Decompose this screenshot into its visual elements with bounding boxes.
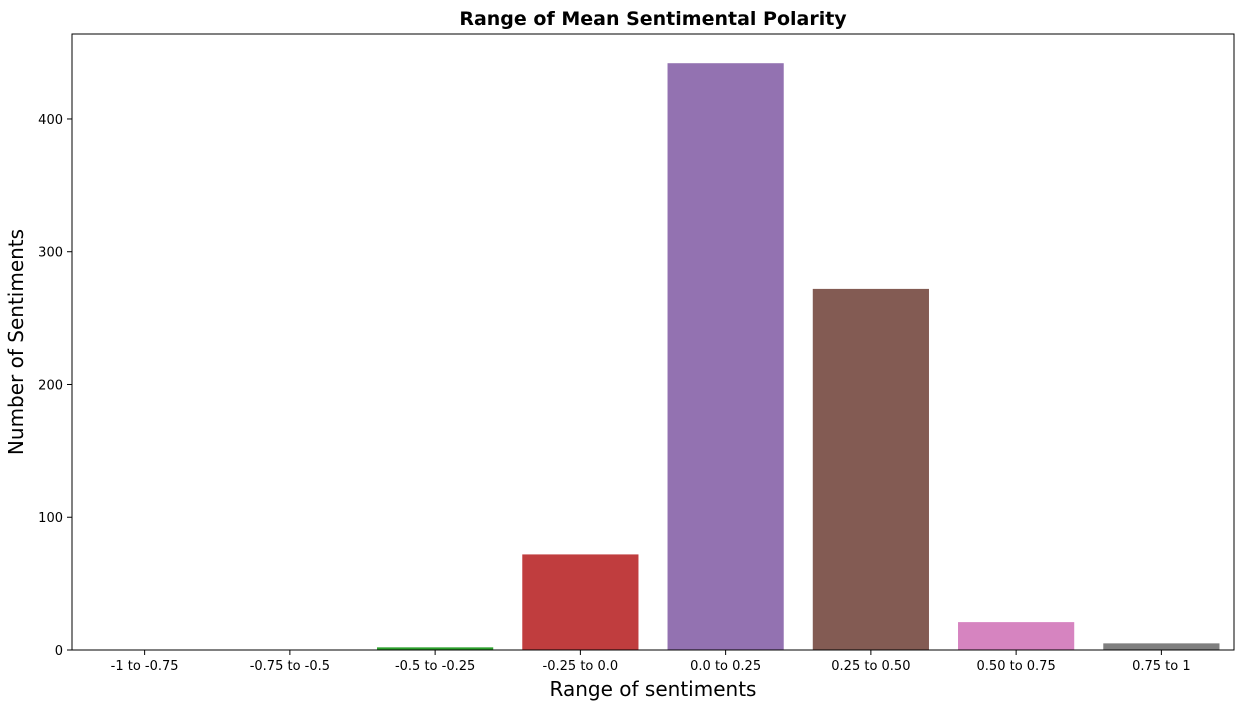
x-tick-label-2: -0.5 to -0.25 (395, 659, 475, 674)
y-tick-label-1: 100 (38, 511, 63, 526)
plot-frame (71, 33, 1235, 651)
y-tick-label-0: 0 (55, 644, 63, 659)
bar-7 (1103, 643, 1220, 650)
bar-6 (958, 622, 1075, 650)
bar-3 (522, 554, 639, 650)
y-tick-label-2: 200 (38, 378, 63, 393)
x-tick-label-3: -0.25 to 0.0 (543, 659, 619, 674)
y-axis: 0 100 200 300 400 (38, 113, 72, 659)
chart-title: Range of Mean Sentimental Polarity (459, 8, 847, 30)
x-tick-label-7: 0.75 to 1 (1132, 659, 1191, 674)
y-axis-label: Number of Sentiments (4, 229, 28, 455)
x-axis-label: Range of sentiments (550, 677, 757, 701)
x-axis: -1 to -0.75 -0.75 to -0.5 -0.5 to -0.25 -0.… (111, 650, 1191, 674)
bar-4 (667, 63, 784, 650)
x-tick-label-6: 0.50 to 0.75 (977, 659, 1056, 674)
y-tick-label-4: 400 (38, 113, 63, 128)
x-tick-label-4: 0.0 to 0.25 (690, 659, 761, 674)
bar-5 (812, 288, 929, 650)
x-tick-label-5: 0.25 to 0.50 (831, 659, 910, 674)
bars (377, 63, 1220, 650)
x-tick-label-0: -1 to -0.75 (111, 659, 179, 674)
y-tick-label-3: 300 (38, 246, 63, 261)
x-tick-label-1: -0.75 to -0.5 (250, 659, 330, 674)
bar-2 (377, 647, 494, 650)
